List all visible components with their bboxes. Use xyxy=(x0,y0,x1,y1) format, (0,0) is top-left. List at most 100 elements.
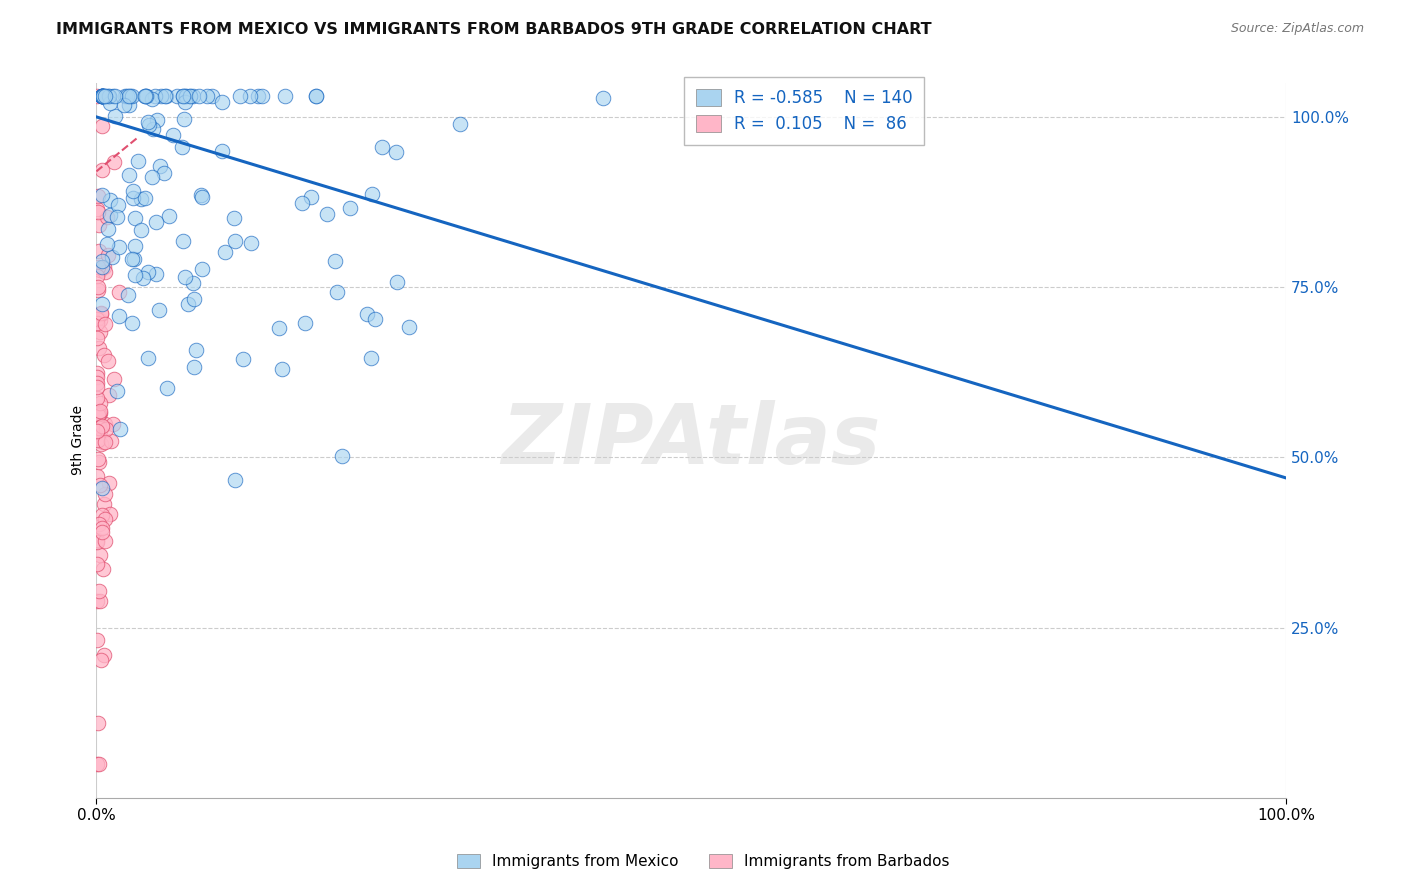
Point xyxy=(240,235,263,250)
Point xyxy=(172,89,194,103)
Text: ZIPAtlas: ZIPAtlas xyxy=(502,400,880,481)
Point xyxy=(90,119,112,133)
Point xyxy=(148,159,170,173)
Point xyxy=(91,89,114,103)
Point xyxy=(155,89,177,103)
Point xyxy=(364,312,387,326)
Point xyxy=(93,265,115,279)
Point xyxy=(86,533,108,548)
Point xyxy=(90,307,112,321)
Point xyxy=(89,262,111,277)
Point xyxy=(96,422,118,436)
Point xyxy=(86,757,108,772)
Point xyxy=(86,376,108,391)
Point xyxy=(90,437,112,451)
Point xyxy=(172,89,194,103)
Point xyxy=(360,187,382,202)
Point xyxy=(86,205,108,219)
Point xyxy=(103,372,125,386)
Point xyxy=(91,508,114,522)
Point xyxy=(136,351,159,365)
Point xyxy=(89,325,111,339)
Point xyxy=(124,268,146,283)
Point xyxy=(117,288,139,302)
Point xyxy=(87,189,110,203)
Point xyxy=(316,206,339,220)
Point xyxy=(156,381,179,395)
Point xyxy=(179,89,201,103)
Point xyxy=(87,218,110,232)
Point xyxy=(97,221,120,235)
Point xyxy=(87,421,110,435)
Point xyxy=(114,89,136,103)
Point xyxy=(94,89,117,103)
Point xyxy=(96,211,118,225)
Point xyxy=(136,115,159,129)
Point xyxy=(97,89,120,103)
Point xyxy=(592,91,614,105)
Point xyxy=(91,562,114,576)
Point xyxy=(89,406,111,420)
Point xyxy=(93,260,115,274)
Point xyxy=(86,260,108,274)
Point xyxy=(98,89,121,103)
Point xyxy=(229,89,252,103)
Point xyxy=(90,653,112,667)
Point xyxy=(89,396,111,410)
Point xyxy=(239,89,262,103)
Point xyxy=(122,252,145,266)
Point xyxy=(124,211,146,226)
Point xyxy=(148,303,170,318)
Point xyxy=(91,254,114,268)
Point xyxy=(87,432,110,446)
Point xyxy=(97,354,120,368)
Point xyxy=(162,128,184,143)
Point xyxy=(86,366,108,380)
Point xyxy=(100,434,122,449)
Point xyxy=(93,498,115,512)
Point xyxy=(86,594,108,608)
Text: IMMIGRANTS FROM MEXICO VS IMMIGRANTS FROM BARBADOS 9TH GRADE CORRELATION CHART: IMMIGRANTS FROM MEXICO VS IMMIGRANTS FRO… xyxy=(56,22,932,37)
Point xyxy=(86,316,108,330)
Point xyxy=(118,89,141,103)
Point xyxy=(86,311,108,326)
Point xyxy=(91,524,114,539)
Point xyxy=(173,112,195,126)
Point xyxy=(91,482,114,496)
Point xyxy=(91,163,114,178)
Point xyxy=(94,512,117,526)
Legend: Immigrants from Mexico, Immigrants from Barbados: Immigrants from Mexico, Immigrants from … xyxy=(450,848,956,875)
Point xyxy=(179,89,201,103)
Point xyxy=(294,316,316,330)
Point xyxy=(270,361,292,376)
Point xyxy=(89,404,111,418)
Point xyxy=(152,166,174,180)
Point xyxy=(211,95,233,109)
Point xyxy=(87,517,110,532)
Point xyxy=(121,316,143,330)
Point xyxy=(94,533,117,548)
Point xyxy=(384,145,406,160)
Point xyxy=(91,89,114,103)
Point xyxy=(91,521,114,535)
Point xyxy=(104,109,127,123)
Point xyxy=(91,89,114,103)
Point xyxy=(143,89,166,103)
Point xyxy=(141,92,163,106)
Point xyxy=(129,192,152,206)
Legend: R = -0.585    N = 140, R =  0.105    N =  86: R = -0.585 N = 140, R = 0.105 N = 86 xyxy=(685,77,924,145)
Point xyxy=(86,558,108,572)
Point xyxy=(191,190,214,204)
Point xyxy=(174,270,197,285)
Point xyxy=(122,190,145,204)
Point xyxy=(87,341,110,355)
Point xyxy=(291,196,314,211)
Point xyxy=(122,185,145,199)
Point xyxy=(118,169,141,183)
Point xyxy=(157,209,180,223)
Point xyxy=(91,89,114,103)
Point xyxy=(86,421,108,435)
Point xyxy=(145,215,167,229)
Point xyxy=(232,352,254,367)
Point xyxy=(385,275,408,289)
